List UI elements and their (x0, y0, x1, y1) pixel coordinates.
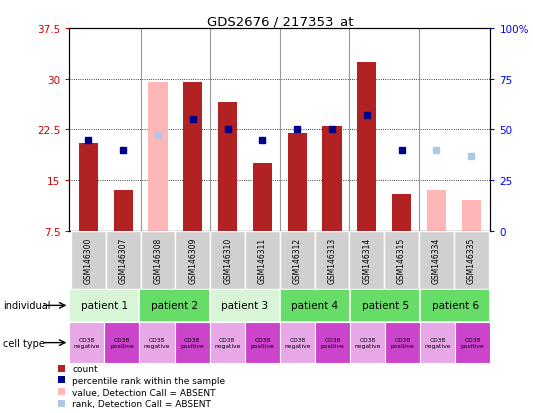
Text: GSM146313: GSM146313 (327, 237, 336, 283)
Bar (288, 133, 307, 231)
Bar (357, 63, 376, 231)
FancyBboxPatch shape (350, 231, 384, 289)
FancyBboxPatch shape (454, 231, 489, 289)
FancyBboxPatch shape (210, 231, 245, 289)
FancyBboxPatch shape (175, 231, 210, 289)
Legend: count, percentile rank within the sample, value, Detection Call = ABSENT, rank, : count, percentile rank within the sample… (58, 365, 225, 408)
Text: GSM146310: GSM146310 (223, 237, 232, 283)
Text: GSM146309: GSM146309 (188, 237, 197, 283)
Text: CD38
positive: CD38 positive (180, 337, 204, 348)
FancyBboxPatch shape (209, 322, 245, 363)
Text: CD38
negative: CD38 negative (144, 337, 170, 348)
FancyBboxPatch shape (280, 231, 314, 289)
Text: CD38
negative: CD38 negative (354, 337, 381, 348)
Text: patient 5: patient 5 (361, 301, 409, 311)
FancyBboxPatch shape (104, 322, 140, 363)
Bar (218, 103, 237, 231)
Bar (392, 194, 411, 231)
Text: GSM146300: GSM146300 (84, 237, 93, 283)
FancyBboxPatch shape (209, 289, 280, 322)
FancyBboxPatch shape (245, 231, 280, 289)
Text: CD38
negative: CD38 negative (214, 337, 240, 348)
Text: GSM146334: GSM146334 (432, 237, 441, 283)
Bar (322, 127, 342, 231)
Text: cell type: cell type (3, 338, 45, 348)
FancyBboxPatch shape (280, 322, 315, 363)
FancyBboxPatch shape (106, 231, 141, 289)
FancyBboxPatch shape (420, 322, 455, 363)
Text: individual: individual (3, 301, 50, 311)
FancyBboxPatch shape (419, 231, 454, 289)
FancyBboxPatch shape (69, 289, 140, 322)
FancyBboxPatch shape (315, 322, 350, 363)
Text: CD38
negative: CD38 negative (284, 337, 311, 348)
FancyBboxPatch shape (350, 322, 385, 363)
Text: GSM146314: GSM146314 (362, 237, 372, 283)
Text: CD38
negative: CD38 negative (74, 337, 100, 348)
Text: GSM146312: GSM146312 (293, 237, 302, 283)
FancyBboxPatch shape (455, 322, 490, 363)
FancyBboxPatch shape (314, 231, 350, 289)
Text: GSM146315: GSM146315 (397, 237, 406, 283)
Text: patient 4: patient 4 (292, 301, 338, 311)
Text: CD38
positive: CD38 positive (320, 337, 344, 348)
Text: patient 1: patient 1 (81, 301, 128, 311)
FancyBboxPatch shape (71, 231, 106, 289)
Bar (114, 191, 133, 231)
Bar (462, 201, 481, 231)
FancyBboxPatch shape (350, 289, 420, 322)
FancyBboxPatch shape (385, 322, 420, 363)
FancyBboxPatch shape (245, 322, 280, 363)
FancyBboxPatch shape (140, 322, 175, 363)
Bar (427, 191, 446, 231)
FancyBboxPatch shape (69, 322, 104, 363)
Bar (79, 144, 98, 231)
FancyBboxPatch shape (384, 231, 419, 289)
FancyBboxPatch shape (140, 289, 209, 322)
Text: GSM146335: GSM146335 (467, 237, 476, 283)
Text: CD38
negative: CD38 negative (425, 337, 451, 348)
Bar (183, 83, 203, 231)
Bar (149, 83, 167, 231)
Text: GSM146308: GSM146308 (154, 237, 163, 283)
Text: patient 3: patient 3 (221, 301, 268, 311)
FancyBboxPatch shape (280, 289, 350, 322)
FancyBboxPatch shape (420, 289, 490, 322)
Text: GSM146307: GSM146307 (119, 237, 128, 283)
Bar (253, 164, 272, 231)
Text: CD38
positive: CD38 positive (110, 337, 134, 348)
Text: CD38
positive: CD38 positive (251, 337, 274, 348)
Title: GDS2676 / 217353_at: GDS2676 / 217353_at (207, 15, 353, 28)
Text: patient 6: patient 6 (432, 301, 479, 311)
FancyBboxPatch shape (141, 231, 175, 289)
FancyBboxPatch shape (175, 322, 209, 363)
Text: GSM146311: GSM146311 (258, 237, 267, 283)
Text: patient 2: patient 2 (151, 301, 198, 311)
Text: CD38
positive: CD38 positive (461, 337, 484, 348)
Text: CD38
positive: CD38 positive (391, 337, 415, 348)
